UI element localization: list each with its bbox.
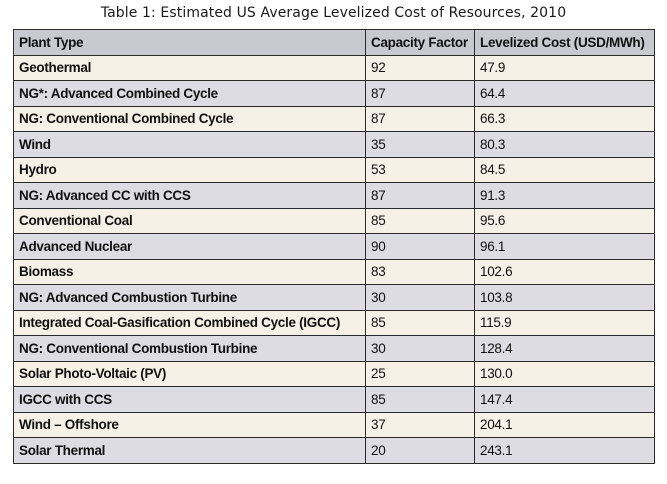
capacity-factor-cell: 20 bbox=[365, 437, 475, 464]
levelized-cost-cell: 95.6 bbox=[474, 207, 655, 234]
levelized-cost-cell: 66.3 bbox=[474, 105, 655, 132]
table-row: Biomass 83 102.6 bbox=[13, 258, 655, 285]
levelized-cost-cell: 243.1 bbox=[474, 437, 655, 464]
levelized-cost-cell: 84.5 bbox=[474, 156, 655, 183]
plant-type-cell: Conventional Coal bbox=[13, 207, 366, 234]
levelized-cost-cell: 204.1 bbox=[474, 411, 655, 438]
table-row: Conventional Coal 85 95.6 bbox=[13, 207, 655, 234]
levelized-cost-cell: 103.8 bbox=[474, 284, 655, 311]
table-caption: Table 1: Estimated US Average Levelized … bbox=[100, 5, 567, 21]
plant-type-cell: IGCC with CCS bbox=[13, 386, 366, 413]
table-row: Integrated Coal-Gasification Combined Cy… bbox=[13, 309, 655, 336]
table-row: Wind – Offshore 37 204.1 bbox=[13, 411, 655, 438]
table-row: Solar Thermal 20 243.1 bbox=[13, 437, 655, 464]
levelized-cost-cell: 64.4 bbox=[474, 80, 655, 107]
levelized-cost-cell: 115.9 bbox=[474, 309, 655, 336]
plant-type-cell: Advanced Nuclear bbox=[13, 233, 366, 260]
plant-type-cell: Solar Photo-Voltaic (PV) bbox=[13, 360, 366, 387]
levelized-cost-cell: 128.4 bbox=[474, 335, 655, 362]
plant-type-cell: NG*: Advanced Combined Cycle bbox=[13, 80, 366, 107]
levelized-cost-cell: 91.3 bbox=[474, 182, 655, 209]
table-row: Hydro 53 84.5 bbox=[13, 156, 655, 183]
levelized-cost-cell: 80.3 bbox=[474, 131, 655, 158]
plant-type-cell: Solar Thermal bbox=[13, 437, 366, 464]
table-row: NG*: Advanced Combined Cycle 87 64.4 bbox=[13, 80, 655, 107]
table-header-row: Plant Type Capacity Factor Levelized Cos… bbox=[13, 29, 655, 56]
plant-type-cell: NG: Conventional Combustion Turbine bbox=[13, 335, 366, 362]
table-row: IGCC with CCS 85 147.4 bbox=[13, 386, 655, 413]
plant-type-cell: Hydro bbox=[13, 156, 366, 183]
capacity-factor-cell: 25 bbox=[365, 360, 475, 387]
capacity-factor-cell: 87 bbox=[365, 80, 475, 107]
plant-type-cell: Integrated Coal-Gasification Combined Cy… bbox=[13, 309, 366, 336]
capacity-factor-cell: 53 bbox=[365, 156, 475, 183]
capacity-factor-cell: 90 bbox=[365, 233, 475, 260]
table-row: NG: Conventional Combined Cycle 87 66.3 bbox=[13, 105, 655, 132]
table-row: NG: Advanced CC with CCS 87 91.3 bbox=[13, 182, 655, 209]
table-row: Solar Photo-Voltaic (PV) 25 130.0 bbox=[13, 360, 655, 387]
capacity-factor-cell: 87 bbox=[365, 182, 475, 209]
levelized-cost-cell: 130.0 bbox=[474, 360, 655, 387]
capacity-factor-cell: 37 bbox=[365, 411, 475, 438]
table-row: Geothermal 92 47.9 bbox=[13, 54, 655, 81]
capacity-factor-cell: 30 bbox=[365, 335, 475, 362]
header-levelized-cost: Levelized Cost (USD/MWh) bbox=[474, 29, 655, 56]
capacity-factor-cell: 92 bbox=[365, 54, 475, 81]
capacity-factor-cell: 83 bbox=[365, 258, 475, 285]
levelized-cost-table: Plant Type Capacity Factor Levelized Cos… bbox=[13, 29, 655, 464]
capacity-factor-cell: 85 bbox=[365, 309, 475, 336]
table-row: Wind 35 80.3 bbox=[13, 131, 655, 158]
header-plant-type: Plant Type bbox=[13, 29, 366, 56]
table-row: NG: Conventional Combustion Turbine 30 1… bbox=[13, 335, 655, 362]
table-row: Advanced Nuclear 90 96.1 bbox=[13, 233, 655, 260]
capacity-factor-cell: 30 bbox=[365, 284, 475, 311]
levelized-cost-cell: 147.4 bbox=[474, 386, 655, 413]
levelized-cost-cell: 102.6 bbox=[474, 258, 655, 285]
plant-type-cell: NG: Advanced CC with CCS bbox=[13, 182, 366, 209]
plant-type-cell: Geothermal bbox=[13, 54, 366, 81]
capacity-factor-cell: 85 bbox=[365, 207, 475, 234]
capacity-factor-cell: 85 bbox=[365, 386, 475, 413]
header-capacity-factor: Capacity Factor bbox=[365, 29, 475, 56]
levelized-cost-cell: 47.9 bbox=[474, 54, 655, 81]
capacity-factor-cell: 87 bbox=[365, 105, 475, 132]
capacity-factor-cell: 35 bbox=[365, 131, 475, 158]
plant-type-cell: NG: Advanced Combustion Turbine bbox=[13, 284, 366, 311]
plant-type-cell: Wind bbox=[13, 131, 366, 158]
levelized-cost-cell: 96.1 bbox=[474, 233, 655, 260]
plant-type-cell: Biomass bbox=[13, 258, 366, 285]
plant-type-cell: NG: Conventional Combined Cycle bbox=[13, 105, 366, 132]
plant-type-cell: Wind – Offshore bbox=[13, 411, 366, 438]
table-row: NG: Advanced Combustion Turbine 30 103.8 bbox=[13, 284, 655, 311]
